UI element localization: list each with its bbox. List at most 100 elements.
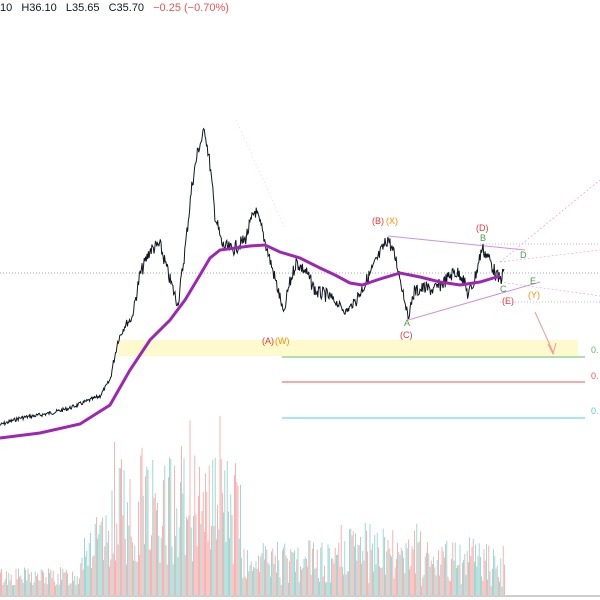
volume-bar	[154, 493, 156, 595]
volume-bar	[208, 465, 210, 595]
volume-bar	[225, 542, 227, 595]
volume-bar	[51, 578, 53, 595]
volume-bar	[116, 523, 118, 595]
volume-bar	[69, 583, 71, 595]
volume-bar	[373, 571, 374, 595]
volume-bar	[249, 565, 251, 595]
volume-bar	[184, 554, 186, 595]
volume-bar	[52, 570, 54, 595]
volume-bar	[228, 511, 229, 595]
volume-bar	[327, 544, 329, 595]
volume-bar	[97, 538, 98, 595]
volume-bar	[182, 493, 184, 595]
volume-bar	[244, 576, 246, 595]
fib-label-red: 0.	[591, 371, 599, 381]
volume-bar	[202, 492, 204, 595]
volume-bar	[223, 512, 224, 595]
volume-bar	[326, 581, 328, 595]
volume-bar	[9, 580, 11, 595]
volume-bar	[351, 535, 353, 595]
moving-average-line	[0, 243, 501, 440]
wave-label-E-paren: (E)	[502, 296, 514, 306]
volume-bar	[56, 584, 58, 595]
volume-bar	[252, 571, 253, 595]
volume-bar	[190, 527, 192, 595]
volume-bar	[415, 573, 416, 595]
volume-bar	[307, 566, 308, 595]
volume-bar	[436, 560, 438, 595]
volume-bar	[50, 569, 52, 595]
volume-bar	[457, 565, 458, 595]
volume-bar	[292, 552, 294, 595]
volume-bar	[296, 559, 298, 595]
volume-bar	[388, 548, 390, 595]
volume-bar	[114, 442, 115, 595]
volume-bar	[412, 549, 414, 595]
volume-bar	[417, 542, 419, 595]
volume-bar	[20, 575, 22, 595]
volume-bar	[58, 585, 60, 595]
volume-bar	[480, 557, 481, 595]
volume-bar	[248, 571, 250, 595]
volume-bar	[27, 568, 29, 595]
volume-bar	[481, 576, 482, 595]
volume-bar	[334, 547, 336, 595]
wave-label-W-paren: (W)	[275, 336, 290, 346]
volume-bar	[217, 505, 218, 595]
volume-bar	[468, 562, 469, 595]
volume-bar	[476, 566, 478, 595]
volume-bar	[229, 538, 230, 595]
volume-bar	[432, 564, 433, 595]
volume-bar	[232, 563, 234, 595]
volume-bar	[14, 585, 16, 595]
volume-bar	[405, 543, 407, 595]
volume-bar	[336, 555, 337, 595]
volume-bar	[354, 546, 355, 595]
volume-bar	[6, 571, 7, 595]
volume-bar	[105, 515, 107, 595]
volume-bar	[492, 569, 493, 595]
open-value: 10	[0, 2, 13, 14]
volume-bar	[160, 538, 162, 595]
volume-bar	[291, 552, 293, 595]
volume-bar	[145, 476, 146, 595]
volume-bar	[96, 517, 97, 595]
projection-faint-line-2	[499, 281, 600, 297]
volume-bar	[398, 552, 400, 595]
volume-bar	[62, 568, 64, 595]
volume-bar	[477, 556, 479, 595]
volume-bar	[159, 562, 161, 595]
volume-bar	[409, 569, 410, 595]
volume-bar	[358, 545, 360, 595]
volume-bar	[372, 543, 373, 595]
volume-bar	[130, 536, 132, 595]
volume-bar	[195, 514, 197, 595]
volume-bar	[453, 560, 455, 595]
volume-bar	[456, 568, 457, 595]
volume-bar	[42, 570, 43, 595]
volume-bar	[500, 558, 502, 595]
volume-bar	[262, 543, 264, 595]
volume-bar	[363, 560, 365, 595]
volume-bar	[64, 572, 66, 595]
volume-bar	[379, 566, 380, 595]
volume-bar	[235, 463, 236, 595]
volume-bar	[153, 497, 155, 595]
volume-bar	[187, 519, 188, 595]
volume-bar	[338, 542, 340, 595]
volume-bar	[74, 575, 76, 595]
volume-bar	[393, 578, 395, 595]
volume-bar	[319, 581, 320, 595]
volume-bar	[133, 560, 134, 595]
volume-bar	[320, 547, 322, 595]
volume-bar	[1, 569, 2, 595]
volume-bar	[298, 582, 300, 595]
volume-bar	[444, 557, 445, 595]
volume-bar	[22, 582, 24, 595]
volume-bar	[109, 566, 110, 595]
volume-bar	[366, 530, 367, 595]
volume-bar	[271, 551, 272, 595]
volume-bar	[210, 549, 211, 595]
volume-bar	[471, 546, 473, 595]
